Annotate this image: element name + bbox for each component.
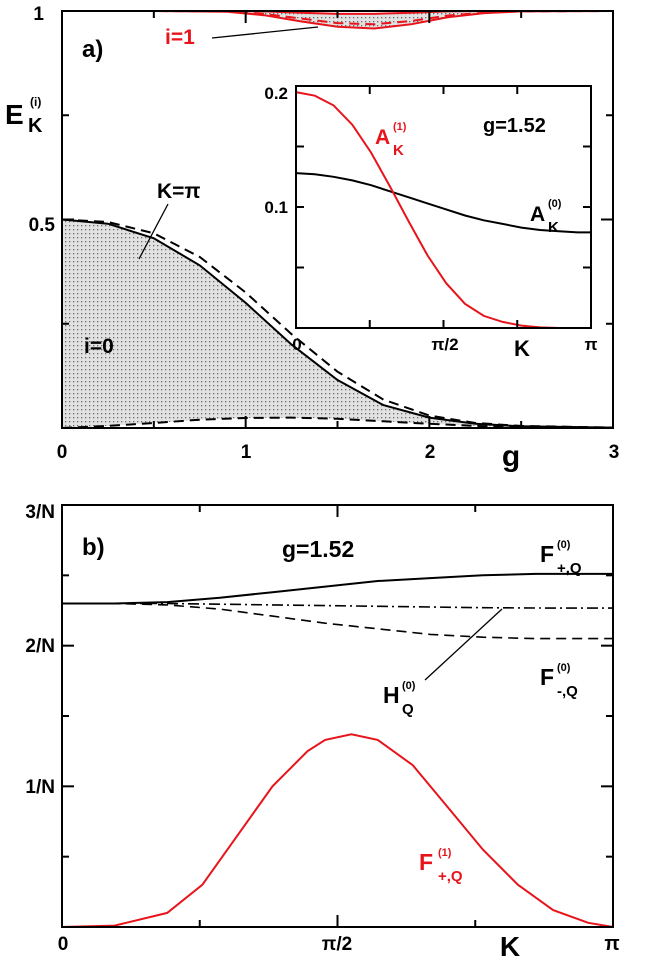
inset-x-axis-label-k: K <box>514 336 530 361</box>
series-f-minus-q-0 <box>62 602 613 640</box>
inset-series-label-a0: A (0) K <box>530 198 562 236</box>
inset-y-tick-0-1: 0.1 <box>264 198 288 217</box>
panel-a-label: a) <box>82 36 103 63</box>
label-f-plus-q-1-sub: +,Q <box>438 868 463 885</box>
label-f-minus-q-0-main: F <box>540 664 554 690</box>
label-f-plus-q-1-sup: (1) <box>438 847 452 859</box>
inset-x-tick-pi-half: π/2 <box>431 335 458 354</box>
k-pi-pointer-line <box>138 203 169 260</box>
x-tick-label-b-0: 0 <box>58 934 69 955</box>
inset-series-label-a1: A (1) K <box>375 121 407 159</box>
panel-b-frame <box>61 504 614 928</box>
band-i0-label: i=0 <box>84 335 114 358</box>
y-axis-label-main: E <box>5 99 24 130</box>
panel-a-ticks <box>61 11 614 428</box>
y-axis-label-sup: (i) <box>30 95 41 109</box>
band-i0-shaded-area <box>62 219 613 428</box>
x-tick-label-3: 3 <box>609 442 620 463</box>
band-i0-upper-dashed-curve <box>61 218 614 429</box>
inset-ticks <box>295 86 592 328</box>
panel-b-label: b) <box>82 534 105 561</box>
label-f-plus-q-0-sub: +,Q <box>557 560 582 577</box>
y-tick-label-0-5: 0.5 <box>29 215 56 236</box>
panel-b-ticks <box>61 505 614 927</box>
label-f-minus-q-0-sub: -,Q <box>557 683 578 700</box>
inset-x-tick-pi: π <box>584 335 597 354</box>
y-tick-label-1n: 1/N <box>25 777 55 798</box>
inset-label-a1-sub: K <box>393 142 404 159</box>
label-h-q-0-sup: (0) <box>402 680 416 692</box>
k-pi-label: K=π <box>157 180 201 203</box>
band-i0-lower-dashed-curve <box>61 416 614 429</box>
inset-label-a0-main: A <box>530 203 545 226</box>
label-f-plus-q-0: F (0) +,Q <box>540 539 582 577</box>
panel-b-annotation: g=1.52 <box>282 536 354 562</box>
series-f-plus-q-0 <box>62 572 613 605</box>
x-tick-label-b-pi: π <box>604 933 619 955</box>
inset-label-a0-sub: K <box>548 219 559 236</box>
label-f-plus-q-1: F (1) +,Q <box>419 847 463 885</box>
series-h-q-0 <box>62 602 613 609</box>
label-f-plus-q-1-main: F <box>419 849 433 875</box>
label-h-q-0: H (0) Q <box>383 680 416 718</box>
label-f-plus-q-0-main: F <box>540 541 554 567</box>
inset-x-tick-0: 0 <box>292 335 301 354</box>
x-tick-label-1: 1 <box>241 442 252 463</box>
y-tick-label-2n: 2/N <box>25 636 55 657</box>
x-axis-label-g: g <box>502 440 520 473</box>
y-axis-label: E (i) K <box>5 95 43 137</box>
x-tick-label-2: 2 <box>425 442 436 463</box>
panel-a: a) 1 0.5 0 1 2 3 g E (i) K i=0 i=1 K=π 0… <box>5 4 619 473</box>
x-tick-label-b-pi-half: π/2 <box>322 934 352 955</box>
x-axis-label-b-k: K <box>500 931 520 961</box>
label-f-minus-q-0: F (0) -,Q <box>540 662 578 700</box>
x-tick-label-0: 0 <box>57 442 68 463</box>
band-i1-shaded-area <box>62 11 613 29</box>
y-axis-label-sub: K <box>28 115 43 137</box>
inset-background <box>296 86 591 328</box>
band-i1-label: i=1 <box>165 26 195 49</box>
label-h-q-0-sub: Q <box>402 701 414 718</box>
inset-curve-a0 <box>295 172 591 234</box>
label-f-plus-q-0-sup: (0) <box>557 539 571 551</box>
y-tick-label-1: 1 <box>33 4 44 25</box>
y-tick-label-3n: 3/N <box>25 502 55 523</box>
label-f-minus-q-0-sup: (0) <box>557 662 571 674</box>
inset-label-a1-sup: (1) <box>393 121 407 133</box>
series-f-plus-q-1 <box>61 733 614 928</box>
inset-label-a1-main: A <box>375 126 390 149</box>
inset-label-a0-sup: (0) <box>548 198 562 210</box>
panel-b: b) g=1.52 3/N 2/N 1/N 0 π/2 π K F (0) +,… <box>25 502 619 961</box>
inset-plot: 0.2 0.1 0 π/2 π K g=1.52 A (1) K A (0) K <box>264 84 597 361</box>
inset-y-tick-0-2: 0.2 <box>264 84 288 103</box>
label-h-q-0-main: H <box>383 682 400 708</box>
h-q-pointer-line <box>424 608 503 681</box>
inset-annotation: g=1.52 <box>483 115 546 137</box>
band-i1-pointer-line <box>211 26 319 39</box>
